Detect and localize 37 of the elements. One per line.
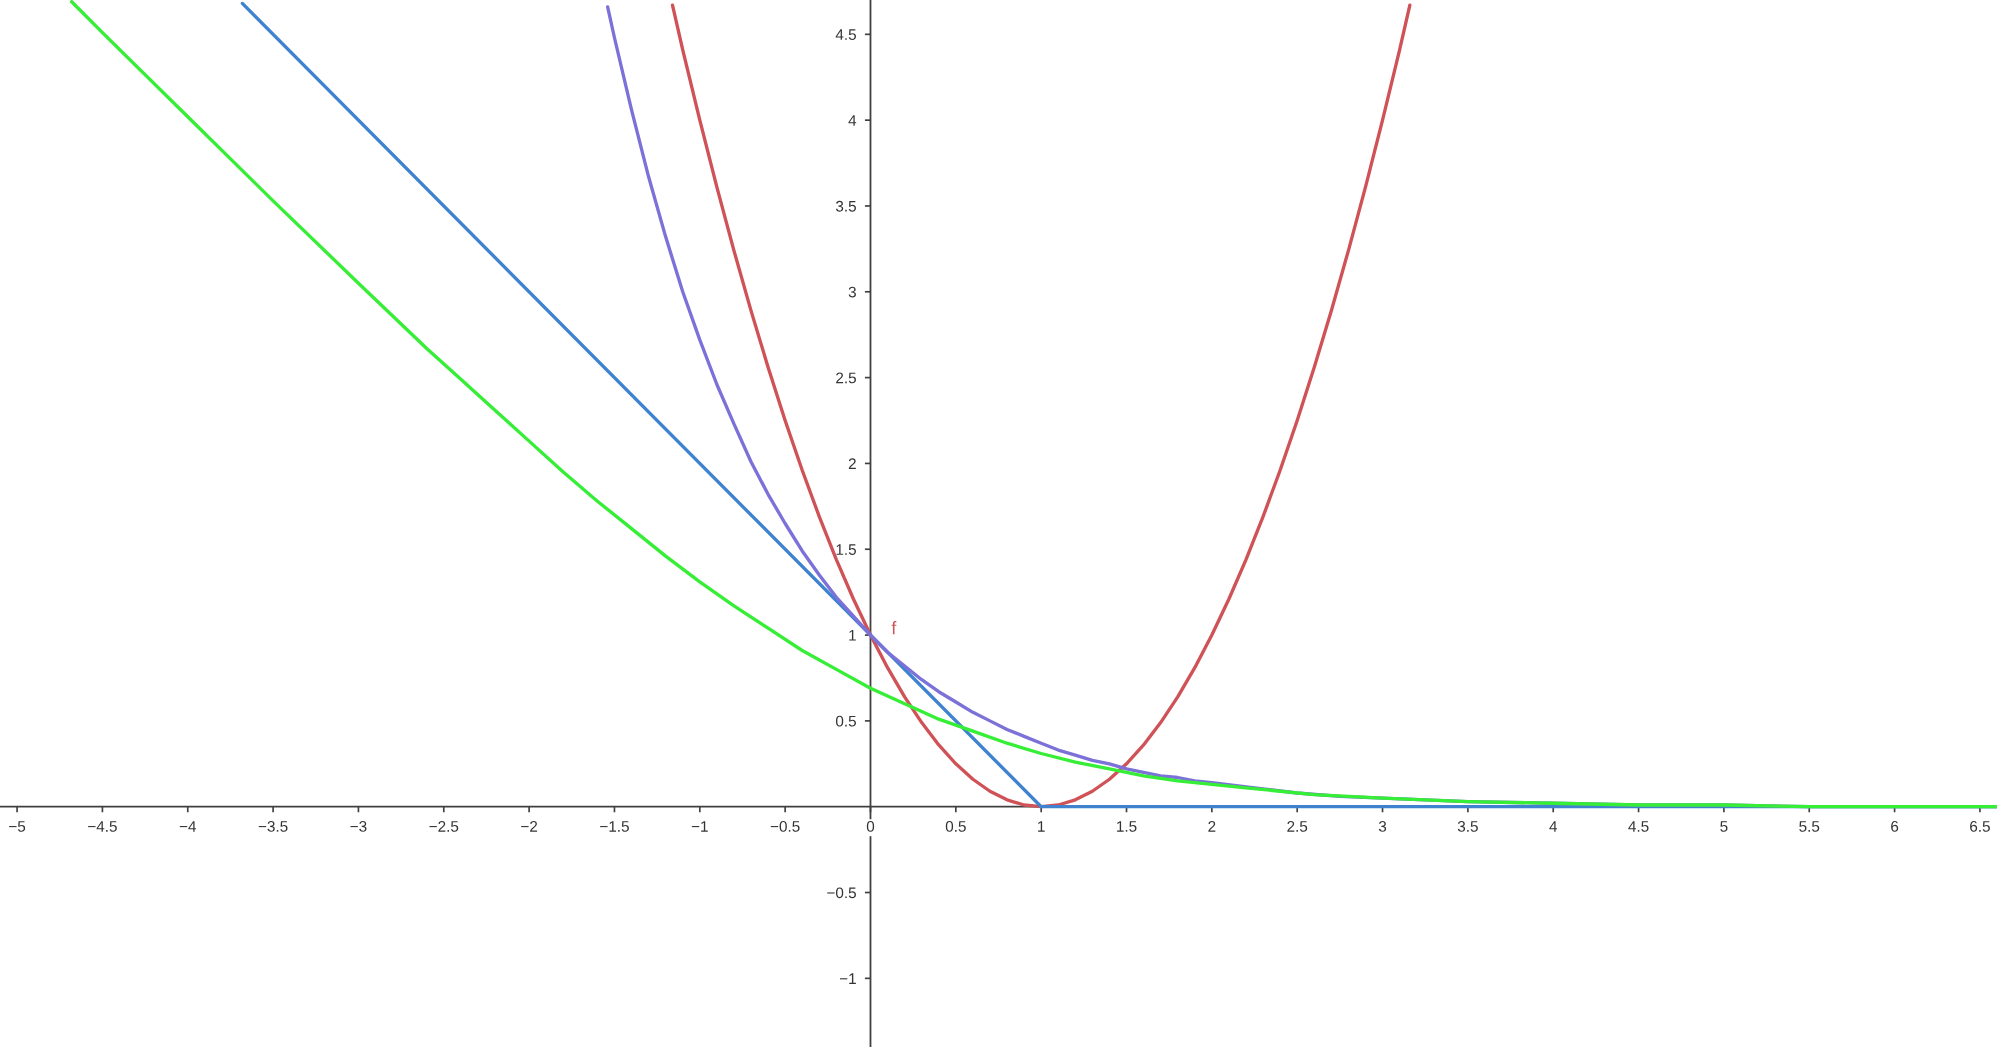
x-tick-label: −1.5	[600, 821, 629, 832]
x-tick-label: −4.5	[88, 821, 117, 832]
x-tick-label: −2	[521, 821, 538, 832]
x-tick-label: 4.5	[1628, 821, 1649, 832]
y-tick-label: 4	[848, 115, 857, 126]
x-tick-label: 1	[1038, 821, 1045, 832]
x-tick-label: 5.5	[1799, 821, 1820, 832]
x-tick-label: −3	[350, 821, 367, 832]
x-tick-label: −2.5	[429, 821, 459, 832]
x-tick-label: 3	[1378, 821, 1387, 832]
y-tick-label: 3	[848, 286, 856, 298]
x-tick-label: 6.5	[1970, 821, 1990, 832]
series-label: f	[891, 621, 897, 635]
y-tick-label: 1.5	[836, 544, 856, 555]
y-tick-label: −0.5	[827, 887, 856, 899]
y-tick-label: 4.5	[835, 29, 856, 41]
x-tick-label: 2.5	[1287, 821, 1308, 832]
x-tick-label: 4	[1549, 821, 1558, 832]
y-tick-label: 0.5	[835, 715, 856, 727]
x-tick-label: −1	[691, 821, 708, 832]
y-tick-label: 3.5	[835, 200, 856, 212]
x-tick-label: −3.5	[258, 821, 288, 832]
x-tick-label: −4	[179, 821, 197, 832]
x-tick-label: 6	[1891, 821, 1899, 832]
x-tick-label: 1.5	[1117, 821, 1137, 832]
y-tick-label: −1	[839, 973, 856, 984]
x-tick-label: 5	[1720, 821, 1728, 832]
line-series	[670, 3, 1412, 809]
x-tick-label: −5	[9, 821, 26, 832]
y-tick-label: 2	[848, 458, 856, 469]
x-tick-label: 2	[1208, 821, 1216, 832]
x-tick-label: 0.5	[945, 821, 966, 832]
y-tick-label: 1	[849, 630, 856, 641]
x-tick-label: 0	[866, 821, 875, 832]
x-tick-label: 3.5	[1457, 821, 1478, 832]
y-tick-label: 2.5	[836, 372, 856, 384]
x-tick-label: −0.5	[770, 821, 800, 832]
